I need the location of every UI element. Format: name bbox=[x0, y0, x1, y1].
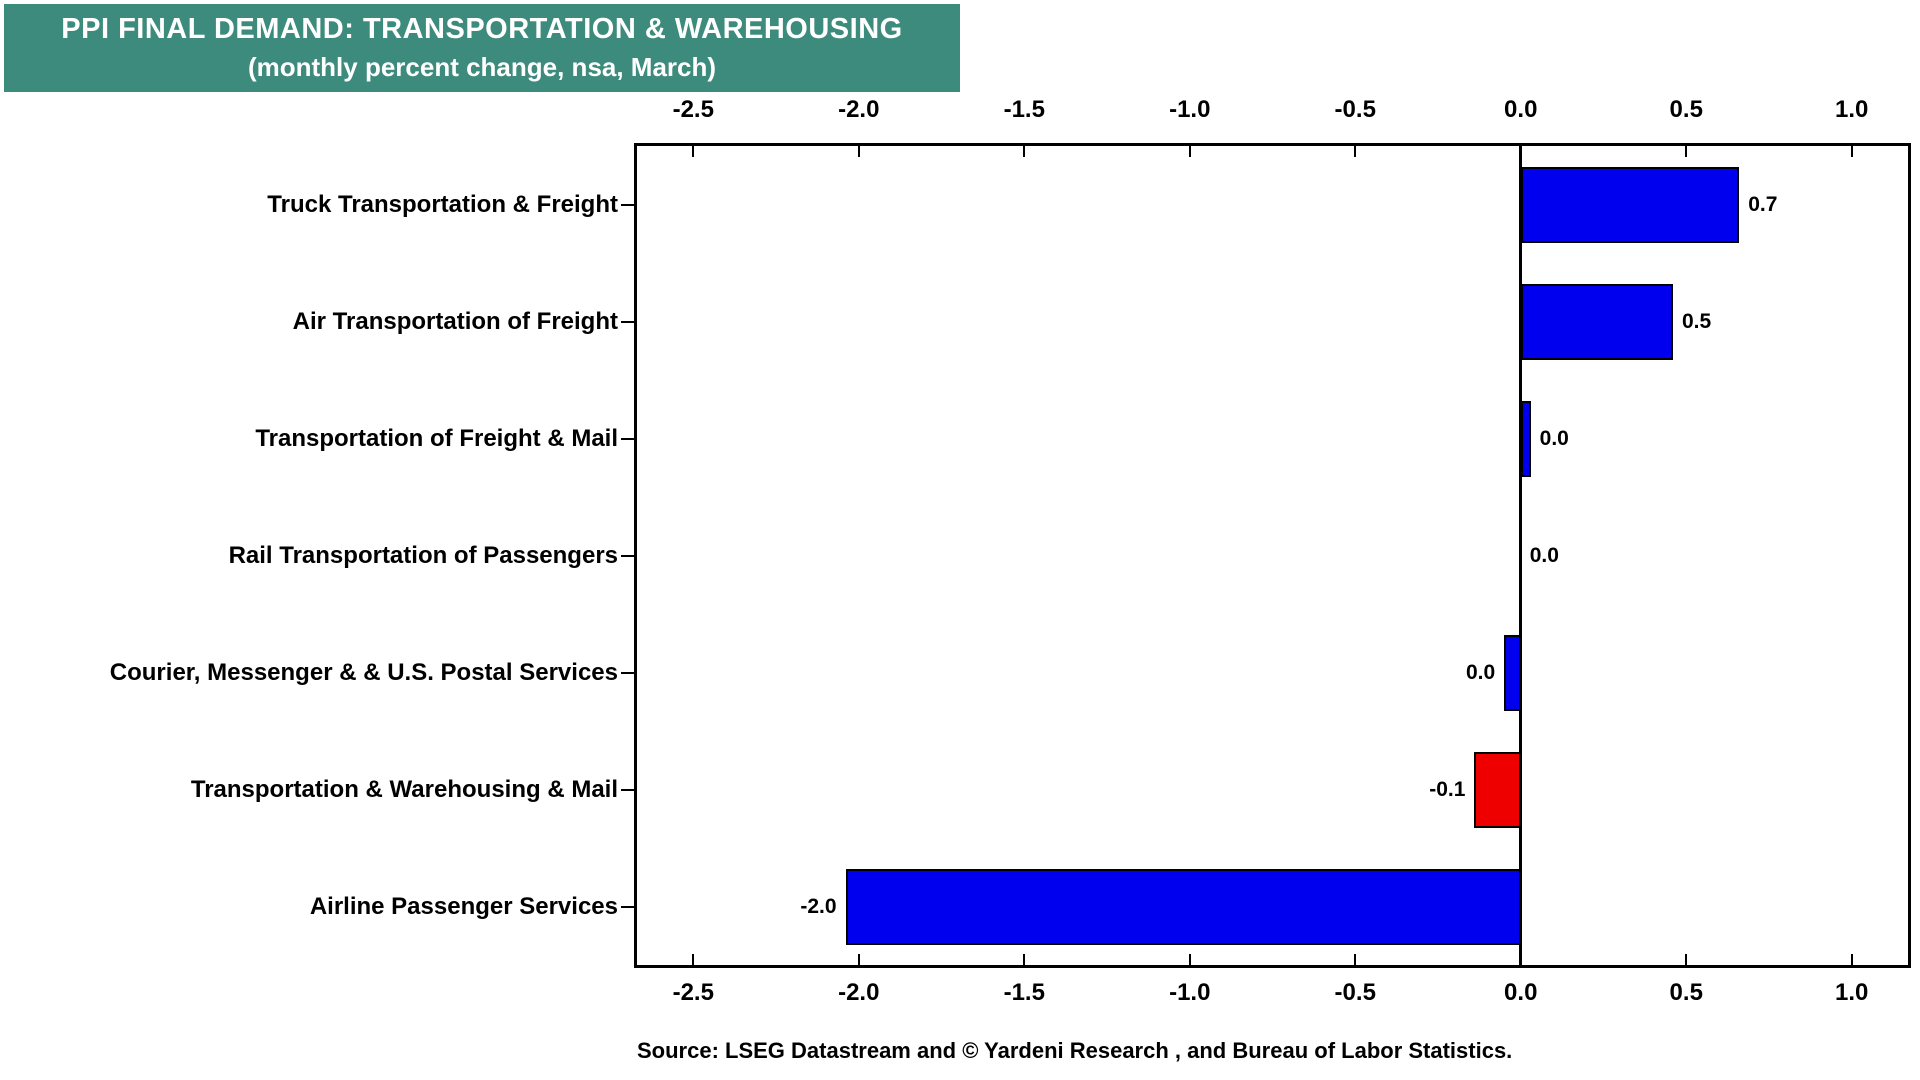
bar-value-label: 0.7 bbox=[1748, 192, 1778, 216]
x-axis-tick-label: -1.0 bbox=[1169, 96, 1211, 123]
bar-value-label: 0.0 bbox=[1466, 660, 1496, 684]
x-axis-tick-label: -0.5 bbox=[1334, 979, 1376, 1006]
category-label: Air Transportation of Freight bbox=[292, 307, 618, 335]
chart-subtitle: (monthly percent change, nsa, March) bbox=[247, 52, 717, 82]
x-axis-tick-label: -2.5 bbox=[672, 979, 714, 1006]
x-axis-tick-label: -1.5 bbox=[1003, 979, 1045, 1006]
x-axis-tick-label: 1.0 bbox=[1835, 979, 1869, 1006]
x-axis-tick bbox=[1023, 954, 1026, 965]
x-axis-tick bbox=[1354, 146, 1357, 157]
x-axis-tick-label: 1.0 bbox=[1835, 96, 1869, 123]
x-axis-tick-label: -1.0 bbox=[1169, 979, 1211, 1006]
x-axis-tick bbox=[692, 146, 695, 157]
x-axis-tick-label: 0.5 bbox=[1669, 96, 1703, 123]
plot-area: 0.7 0.5 0.0 0.0 0.0 -0.1 -2.0 bbox=[621, 146, 1908, 965]
x-axis-top-labels: -2.5 -2.0 -1.5 -1.0 -0.5 0.0 0.5 1.0 bbox=[637, 96, 1908, 124]
x-axis-tick bbox=[1023, 146, 1026, 157]
category-label: Rail Transportation of Passengers bbox=[228, 541, 618, 569]
bar-value-label: -2.0 bbox=[800, 894, 837, 918]
x-axis-tick bbox=[1850, 954, 1853, 965]
bar-positive bbox=[1520, 400, 1531, 477]
bar-negative bbox=[1474, 751, 1521, 828]
x-axis-tick-label: -2.5 bbox=[672, 96, 714, 123]
x-axis-tick bbox=[692, 954, 695, 965]
x-axis-tick-label: -0.5 bbox=[1334, 96, 1376, 123]
category-axis-labels: Truck Transportation & Freight Air Transp… bbox=[0, 146, 618, 965]
category-label: Airline Passenger Services bbox=[309, 892, 618, 920]
x-axis-tick bbox=[1188, 954, 1191, 965]
x-axis-tick bbox=[1519, 146, 1522, 157]
bar-positive bbox=[1520, 283, 1673, 360]
zero-axis-line bbox=[1519, 146, 1523, 965]
x-axis-tick bbox=[1850, 146, 1853, 157]
bar-positive bbox=[1504, 634, 1521, 711]
source-note: Source: LSEG Datastream and © Yardeni Re… bbox=[637, 1038, 1513, 1063]
x-axis-tick-label: -2.0 bbox=[838, 979, 880, 1006]
bar-value-label: -0.1 bbox=[1429, 777, 1466, 801]
x-axis-tick-label: -1.5 bbox=[1003, 96, 1045, 123]
y-axis-tick bbox=[621, 905, 634, 908]
bar-value-label: 0.5 bbox=[1681, 309, 1712, 333]
category-label: Transportation & Warehousing & Mail bbox=[190, 775, 618, 803]
x-axis-tick-label: 0.0 bbox=[1504, 96, 1538, 123]
bar-negative bbox=[845, 868, 1521, 945]
y-axis-tick bbox=[621, 437, 634, 440]
plot-frame bbox=[634, 143, 1911, 968]
x-axis-tick bbox=[1188, 146, 1191, 157]
title-box: PPI FINAL DEMAND: TRANSPORTATION & WAREH… bbox=[4, 4, 960, 92]
x-axis-tick bbox=[857, 954, 860, 965]
bar-value-label: 0.0 bbox=[1529, 543, 1559, 567]
y-axis-tick bbox=[621, 203, 634, 206]
category-label: Truck Transportation & Freight bbox=[267, 190, 618, 218]
y-axis-tick bbox=[621, 320, 634, 323]
x-axis-tick-label: 0.0 bbox=[1504, 979, 1538, 1006]
x-axis-tick bbox=[1685, 146, 1688, 157]
x-axis-tick bbox=[857, 146, 860, 157]
y-axis-tick bbox=[621, 671, 634, 674]
bar-value-label: 0.0 bbox=[1539, 426, 1569, 450]
x-axis-tick bbox=[1519, 954, 1522, 965]
x-axis-tick bbox=[1685, 954, 1688, 965]
y-axis-tick bbox=[621, 554, 634, 557]
chart-title: PPI FINAL DEMAND: TRANSPORTATION & WAREH… bbox=[61, 13, 903, 45]
category-label: Courier, Messenger & & U.S. Postal Servi… bbox=[109, 658, 618, 686]
x-axis-bottom-labels: -2.5 -2.0 -1.5 -1.0 -0.5 0.0 0.5 1.0 bbox=[637, 979, 1908, 1007]
y-axis-tick bbox=[621, 788, 634, 791]
x-axis-tick-label: -2.0 bbox=[838, 96, 880, 123]
x-axis-tick bbox=[1354, 954, 1357, 965]
category-label: Transportation of Freight & Mail bbox=[255, 424, 618, 452]
x-axis-tick-label: 0.5 bbox=[1669, 979, 1703, 1006]
bar-positive bbox=[1520, 166, 1740, 243]
